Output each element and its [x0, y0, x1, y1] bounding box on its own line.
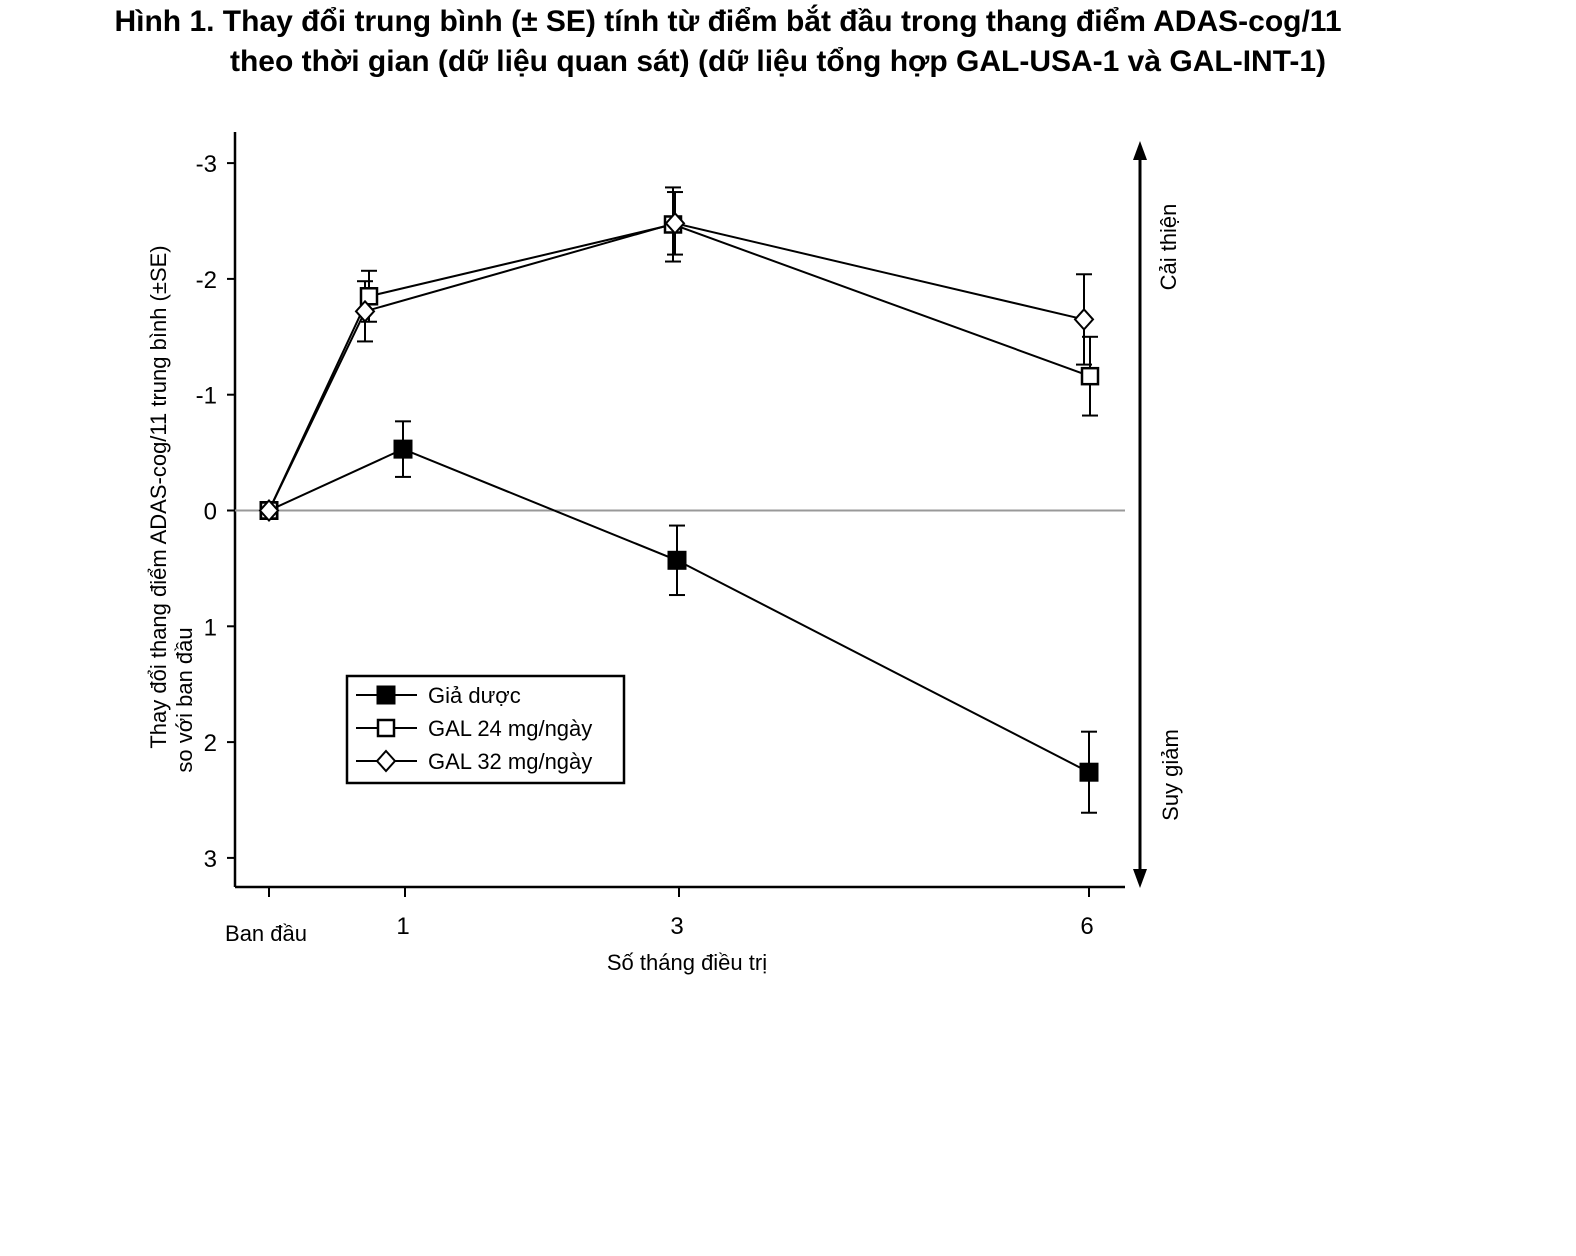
legend: Giả dược GAL 24 mg/ngày GAL 32 mg/ngày	[345, 674, 626, 785]
y-tick-label: 2	[204, 730, 217, 757]
marker-open-diamond	[375, 749, 397, 773]
marker-filled-square	[667, 550, 687, 570]
label-improvement: Cải thiện	[1156, 204, 1181, 291]
arrow-up-head	[1133, 141, 1147, 160]
y-axis-title-line-2: so với ban đầu	[172, 627, 197, 772]
y-axis-title-line-1: Thay đổi thang điểm ADAS-cog/11 trung bì…	[146, 245, 171, 748]
x-tick-label: 3	[670, 913, 683, 940]
marker-filled-square	[376, 685, 396, 705]
marker-open-square	[1080, 366, 1100, 386]
series-line-0	[268, 448, 1090, 774]
legend-label: Giả dược	[428, 683, 521, 708]
marker-open-diamond	[258, 499, 280, 522]
marker-open-diamond	[664, 211, 686, 235]
figure-title-line-2: theo thời gian (dữ liệu quan sát) (dữ li…	[229, 45, 1327, 78]
marker-filled-square	[393, 439, 413, 459]
y-tick-label: -1	[196, 383, 217, 410]
marker-filled-square	[1079, 762, 1099, 782]
x-axis-title: Số tháng điều trị	[607, 950, 767, 975]
series-line-2	[268, 222, 1085, 511]
arrow-down-head	[1133, 869, 1147, 888]
x-tick-label: 6	[1080, 913, 1093, 940]
y-tick-label: 3	[204, 846, 217, 873]
x-tick-label: 1	[396, 913, 409, 940]
y-tick-label: 0	[204, 499, 217, 526]
legend-label: GAL 32 mg/ngày	[428, 749, 592, 774]
marker-open-diamond	[354, 299, 376, 323]
marker-open-square	[376, 718, 396, 738]
axes: -3 -2 -1 0 1 2 3 Ban đầu 1 3 6 Số tháng điều trị Tha…	[146, 132, 1183, 975]
marker-open-diamond	[1073, 307, 1095, 331]
figure-title-line-1: Hình 1. Thay đổi trung bình (± SE) tính …	[114, 5, 1342, 38]
series-layer	[258, 186, 1100, 814]
y-tick-label: -3	[196, 151, 217, 178]
x-tick-label: Ban đầu	[225, 921, 307, 946]
series-line-1	[268, 223, 1091, 511]
legend-label: GAL 24 mg/ngày	[428, 716, 592, 741]
label-decline: Suy giảm	[1158, 729, 1183, 821]
y-tick-label: -2	[196, 267, 217, 294]
y-tick-label: 1	[204, 614, 217, 641]
